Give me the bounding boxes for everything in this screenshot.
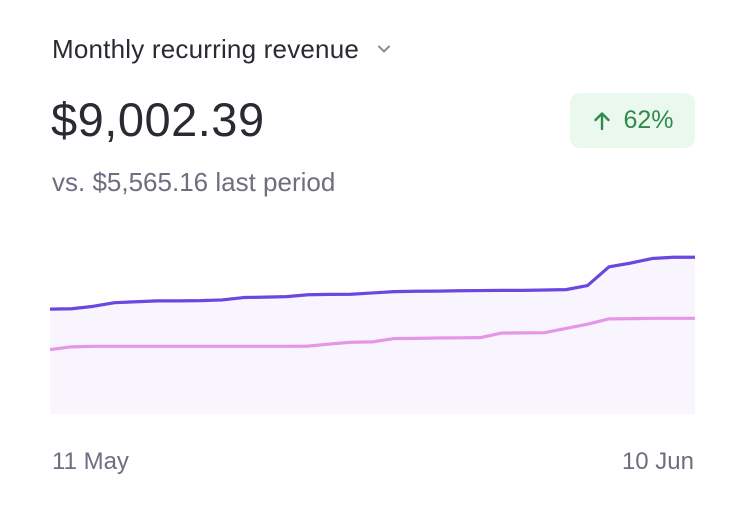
- arrow-up-icon: [594, 111, 611, 130]
- metric-value: $9,002.39: [51, 93, 265, 146]
- metric-title: Monthly recurring revenue: [52, 33, 360, 64]
- change-percent: 62%: [623, 106, 674, 134]
- comparison-text: vs. $5,565.16 last period: [52, 167, 336, 197]
- x-axis-end-label: 10 Jun: [621, 448, 694, 475]
- revenue-chart: [50, 255, 695, 414]
- chevron-down-icon[interactable]: [375, 40, 393, 58]
- change-badge: 62%: [570, 93, 695, 148]
- metric-selector[interactable]: Monthly recurring revenue: [52, 31, 393, 67]
- x-axis-start-label: 11 May: [52, 448, 129, 475]
- current-area-fill: [50, 257, 695, 414]
